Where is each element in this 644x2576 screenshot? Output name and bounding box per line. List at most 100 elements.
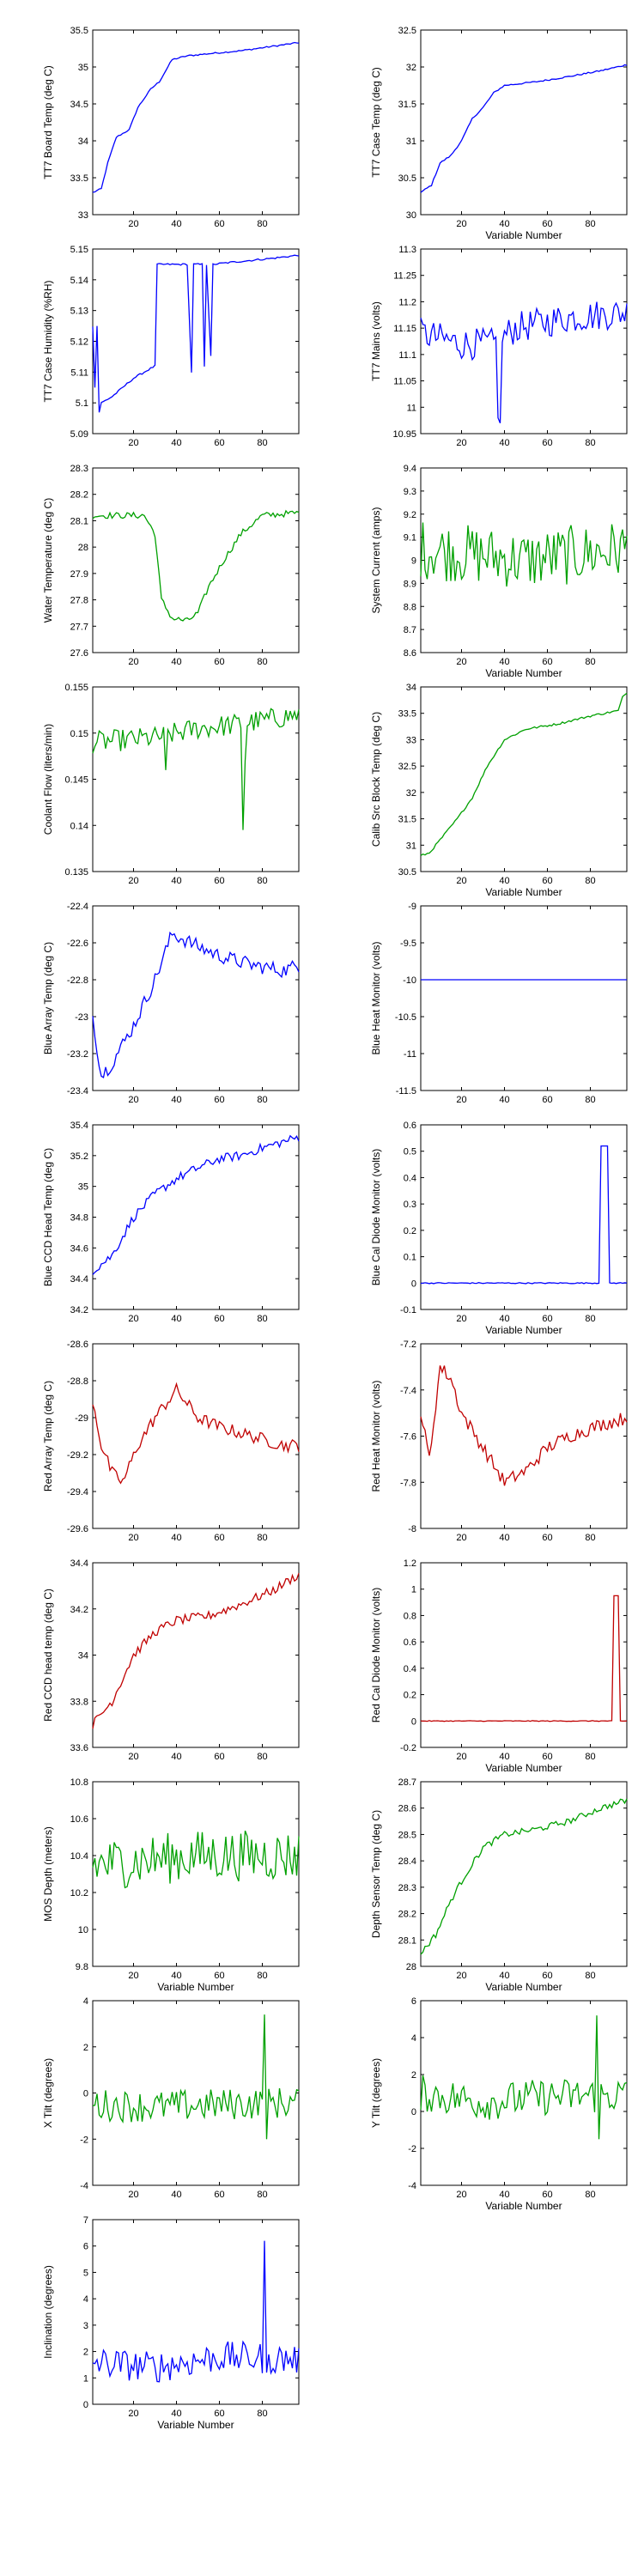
y-tick-label: -7.6 [400, 1432, 416, 1443]
y-tick-label: 1.2 [404, 1558, 416, 1569]
y-tick-label: 33.8 [70, 1697, 88, 1707]
y-tick-label: -23.4 [67, 1086, 88, 1097]
axes-box [92, 1343, 300, 1529]
y-tick-label: -4 [80, 2181, 88, 2191]
x-tick-label: 20 [456, 1752, 466, 1762]
subplot-11: 34.2 34.4 34.6 34.8 35 35.2 35.4 20 40 60 80 Blue C… [42, 1121, 300, 1324]
y-axis-label: Red CCD head temp (deg C) [42, 1589, 54, 1722]
y-tick-label: 33 [78, 210, 88, 221]
y-tick-label: -4 [408, 2181, 416, 2191]
y-tick-label: 9.1 [404, 533, 416, 544]
axes-box [420, 905, 628, 1091]
x-tick-label: 20 [128, 2190, 138, 2200]
axes-box [420, 467, 628, 653]
x-tick-label: 40 [171, 657, 181, 667]
y-tick-label: 32 [406, 63, 416, 73]
x-tick-label: 80 [585, 1533, 595, 1543]
subplot-21: 0 1 2 3 4 5 6 7 20 40 60 80 Variable Number Inclinati… [42, 2215, 300, 2431]
y-tick-label: -23.2 [67, 1049, 88, 1060]
x-tick-label: 20 [128, 1095, 138, 1105]
x-tick-label: 20 [128, 1314, 138, 1324]
x-tick-label: 20 [456, 1095, 466, 1105]
x-axis-label: Variable Number [485, 1324, 562, 1336]
y-tick-label: -0.2 [400, 1743, 416, 1753]
x-tick-label: 40 [171, 438, 181, 448]
series-line [92, 1830, 300, 1889]
series-line [92, 2240, 300, 2383]
axes-box [420, 1343, 628, 1529]
x-tick-label: 40 [499, 438, 509, 448]
subplot-13: -29.6 -29.4 -29.2 -29 -28.8 -28.6 20 40 60 80 Red … [42, 1340, 300, 1543]
x-axis-label: Variable Number [485, 1762, 562, 1774]
subplot-7: 0.135 0.14 0.145 0.15 0.155 20 40 60 80 Coolant F… [42, 683, 300, 886]
x-tick-label: 60 [214, 1752, 224, 1762]
y-tick-label: 33.6 [70, 1743, 88, 1753]
y-tick-label: 33.5 [70, 173, 88, 184]
y-tick-label: 34.4 [70, 1274, 88, 1285]
y-axis-label: Inclination (degrees) [42, 2265, 54, 2359]
x-tick-label: 20 [128, 657, 138, 667]
x-tick-label: 40 [171, 1533, 181, 1543]
series-line [92, 931, 300, 1078]
x-tick-label: 60 [542, 2190, 552, 2200]
y-tick-label: 0 [411, 2107, 416, 2117]
y-tick-label: 2 [83, 2348, 88, 2358]
y-axis-label: Blue Heat Monitor (volts) [370, 941, 382, 1054]
y-tick-label: 0.14 [70, 821, 88, 831]
y-tick-label: 0 [83, 2089, 88, 2099]
series-line [92, 1382, 300, 1485]
x-tick-label: 20 [456, 1533, 466, 1543]
y-tick-label: 10.95 [392, 429, 416, 440]
x-tick-label: 60 [214, 1533, 224, 1543]
y-tick-label: 30 [406, 210, 416, 221]
y-tick-label: -0.1 [400, 1305, 416, 1315]
y-tick-label: 11.25 [393, 271, 416, 282]
x-tick-label: 20 [128, 876, 138, 886]
y-tick-label: 0.4 [404, 1664, 416, 1674]
y-tick-label: 28.5 [398, 1830, 416, 1840]
y-tick-label: 1 [411, 1585, 416, 1595]
x-tick-label: 20 [128, 1971, 138, 1981]
subplot-16: -0.2 0 0.2 0.4 0.6 0.8 1 1.2 20 40 60 80 Variable Nu… [370, 1558, 628, 1774]
y-tick-label: 34.5 [70, 100, 88, 110]
axes-box [92, 686, 300, 872]
y-tick-label: -28.6 [67, 1340, 88, 1350]
subplot-6: 8.6 8.7 8.8 8.9 9 9.1 9.2 9.3 9.4 20 40 60 80 Variabl… [370, 464, 628, 679]
x-tick-label: 60 [542, 1095, 552, 1105]
y-tick-label: 33.5 [398, 709, 416, 720]
subplot-4: 10.95 11 11.05 11.1 11.15 11.2 11.25 11.3 20 40 60… [370, 245, 628, 448]
y-tick-label: 11.05 [393, 377, 416, 387]
x-tick-label: 40 [171, 1971, 181, 1981]
y-axis-label: Calib Src Block Temp (deg C) [370, 712, 382, 847]
y-tick-label: 28.3 [70, 464, 88, 474]
axes-box [420, 248, 628, 434]
y-tick-label: 11.2 [398, 297, 416, 307]
y-tick-label: 10.4 [70, 1851, 88, 1862]
x-tick-label: 20 [128, 1752, 138, 1762]
axes-box [420, 686, 628, 872]
y-tick-label: 28.2 [398, 1910, 416, 1920]
y-tick-label: -28.8 [67, 1376, 88, 1387]
y-tick-label: 30.5 [398, 173, 416, 184]
y-axis-label: TT7 Board Temp (deg C) [42, 65, 54, 179]
y-tick-label: 34 [406, 683, 416, 693]
y-tick-label: -7.2 [400, 1340, 416, 1350]
series-line [420, 692, 628, 856]
series-line [420, 2015, 628, 2140]
y-tick-label: 10 [78, 1925, 88, 1935]
y-tick-label: 2 [83, 2043, 88, 2053]
x-tick-label: 40 [499, 876, 509, 886]
y-tick-label: 28 [406, 1962, 416, 1972]
x-tick-label: 80 [257, 438, 267, 448]
x-tick-label: 60 [214, 1095, 224, 1105]
x-tick-label: 80 [257, 1095, 267, 1105]
y-axis-label: Blue Array Temp (deg C) [42, 942, 54, 1054]
x-tick-label: 60 [542, 1533, 552, 1543]
subplot-9: -23.4 -23.2 -23 -22.8 -22.6 -22.4 20 40 60 80 Blue… [42, 902, 300, 1105]
y-tick-label: 11.1 [398, 350, 416, 361]
x-tick-label: 40 [499, 219, 509, 229]
x-tick-label: 40 [499, 1971, 509, 1981]
x-tick-label: 80 [585, 438, 595, 448]
y-tick-label: 9.2 [404, 510, 416, 520]
x-tick-label: 40 [499, 1533, 509, 1543]
